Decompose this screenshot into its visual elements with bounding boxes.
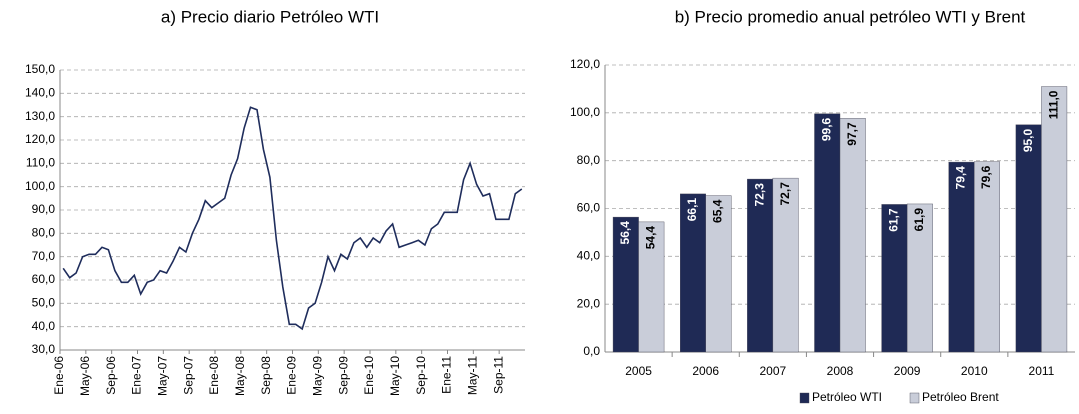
- y-tick-label: 120,0: [25, 132, 55, 146]
- y-tick-label: 120,0: [570, 57, 600, 71]
- value-label: 79,4: [954, 166, 968, 190]
- x-tick-label: 2010: [961, 364, 988, 378]
- bar: [747, 178, 774, 353]
- y-tick-label: 110,0: [26, 156, 55, 170]
- y-tick-label: 90,0: [32, 202, 56, 216]
- y-tick-label: 0,0: [583, 344, 600, 358]
- legend-label: Petróleo WTI: [812, 390, 882, 404]
- bar: [772, 177, 799, 353]
- x-tick-label: 2009: [894, 364, 921, 378]
- y-tick-label: 70,0: [32, 249, 56, 263]
- bar: [705, 195, 732, 353]
- x-tick-label: 2011: [1029, 364, 1055, 378]
- bar: [1041, 86, 1068, 353]
- bar: [906, 203, 933, 353]
- y-tick-label: 50,0: [32, 296, 56, 310]
- x-tick-label: Sep-11: [491, 356, 505, 394]
- value-label: 95,0: [1021, 128, 1035, 152]
- bar: [638, 221, 665, 353]
- y-tick-label: 100,0: [25, 179, 55, 193]
- x-tick-label: May-11: [466, 356, 480, 395]
- y-tick-label: 80,0: [32, 226, 56, 240]
- y-tick-label: 60,0: [32, 272, 56, 286]
- chart-title: a) Precio diario Petróleo WTI: [161, 7, 379, 26]
- y-tick-label: 140,0: [25, 86, 55, 100]
- value-label: 79,6: [979, 165, 993, 189]
- x-tick-label: May-09: [311, 356, 325, 396]
- value-label: 54,4: [644, 226, 658, 250]
- y-tick-label: 40,0: [32, 319, 56, 333]
- bar: [839, 118, 866, 353]
- x-tick-label: 2006: [692, 364, 719, 378]
- y-tick-label: 80,0: [577, 153, 601, 167]
- value-label: 99,6: [819, 117, 833, 141]
- x-tick-label: Sep-10: [414, 356, 428, 395]
- x-tick-label: 2007: [760, 364, 787, 378]
- x-tick-label: May-06: [78, 356, 92, 396]
- x-tick-label: Ene-06: [52, 356, 66, 395]
- x-tick-label: Ene-08: [207, 356, 221, 395]
- x-tick-label: Sep-08: [259, 356, 273, 395]
- y-tick-label: 30,0: [32, 342, 56, 356]
- value-label: 61,7: [887, 208, 901, 232]
- chart-title: b) Precio promedio anual petróleo WTI y …: [675, 7, 1026, 26]
- bar: [612, 216, 639, 353]
- y-tick-label: 60,0: [577, 201, 601, 215]
- value-label: 56,4: [618, 221, 632, 245]
- price-line: [62, 106, 523, 331]
- bar: [1015, 124, 1042, 353]
- y-tick-label: 130,0: [25, 109, 55, 123]
- legend-swatch: [799, 392, 810, 404]
- x-tick-label: Ene-07: [130, 356, 144, 395]
- bar: [680, 193, 706, 353]
- x-tick-label: May-10: [388, 356, 402, 396]
- x-tick-label: Ene-11: [440, 356, 454, 394]
- value-label: 61,9: [912, 208, 926, 232]
- value-label: 72,7: [778, 182, 792, 206]
- x-tick-label: Sep-06: [104, 356, 118, 395]
- legend-label: Petróleo Brent: [922, 390, 999, 404]
- y-tick-label: 150,0: [25, 62, 55, 76]
- bar: [974, 161, 1000, 353]
- value-label: 97,7: [845, 122, 859, 146]
- y-tick-label: 100,0: [570, 105, 600, 119]
- x-tick-label: Ene-10: [362, 356, 376, 395]
- x-tick-label: 2008: [827, 364, 854, 378]
- bar: [814, 113, 841, 353]
- y-tick-label: 40,0: [577, 249, 601, 263]
- y-tick-label: 20,0: [577, 296, 601, 310]
- value-label: 72,3: [752, 183, 766, 207]
- bar: [948, 161, 975, 353]
- value-label: 66,1: [685, 198, 699, 222]
- value-label: 111,0: [1046, 90, 1060, 119]
- x-tick-label: 2005: [625, 364, 652, 378]
- x-tick-label: Ene-09: [285, 356, 299, 395]
- x-tick-label: May-08: [233, 356, 247, 396]
- bar: [881, 204, 908, 353]
- x-tick-label: Sep-07: [181, 356, 195, 395]
- x-tick-label: Sep-09: [336, 356, 350, 395]
- x-tick-label: May-07: [156, 356, 170, 396]
- value-label: 65,4: [711, 199, 725, 223]
- legend-swatch: [909, 392, 920, 404]
